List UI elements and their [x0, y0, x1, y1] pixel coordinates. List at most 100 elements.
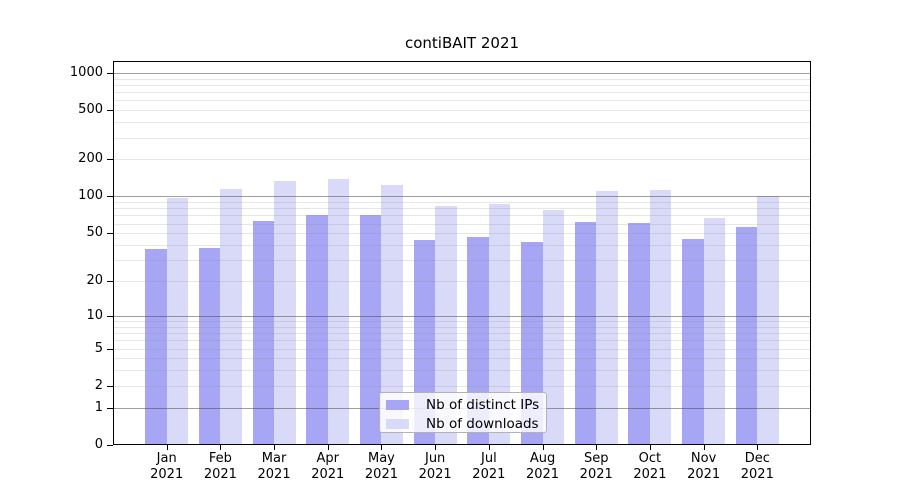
x-axis-tick-aug: [542, 445, 544, 450]
y-axis-tick-20: [107, 281, 113, 283]
x-axis-tick-label-oct: Oct 2021: [618, 451, 682, 483]
bar-distinct-ips-dec: [735, 227, 758, 444]
year-label: 2021: [203, 467, 237, 482]
bar-distinct-ips-sep: [574, 221, 597, 444]
bar-distinct-ips-feb: [198, 247, 221, 444]
gridline-minor-20: [114, 281, 810, 283]
y-axis-tick-label-2: 2: [94, 377, 103, 393]
y-axis-tick-label-10: 10: [86, 307, 103, 323]
gridline-1000: [114, 72, 810, 74]
gridline-minor-600: [114, 100, 810, 102]
gridline-minor-700: [114, 92, 810, 94]
gridline-minor-80: [114, 208, 810, 210]
month-label: Aug: [529, 451, 556, 466]
legend-swatch-downloads: [386, 419, 409, 429]
gridline-minor-3: [114, 370, 810, 372]
y-axis-tick-5: [107, 348, 113, 350]
x-axis-tick-may: [381, 445, 383, 450]
gridline-minor-6: [114, 340, 810, 342]
x-axis-tick-label-sep: Sep 2021: [564, 451, 628, 483]
gridline-minor-90: [114, 202, 810, 204]
year-label: 2021: [472, 467, 506, 482]
x-axis-tick-jan: [166, 445, 168, 450]
x-axis-tick-label-jun: Jun 2021: [403, 451, 467, 483]
x-axis-tick-label-nov: Nov 2021: [672, 451, 736, 483]
gridline-minor-40: [114, 245, 810, 246]
x-axis-tick-jul: [488, 445, 490, 450]
year-label: 2021: [150, 467, 184, 482]
gridline-minor-300: [114, 137, 810, 139]
year-label: 2021: [740, 467, 774, 482]
gridline-minor-2: [114, 385, 810, 387]
y-axis-tick-10: [107, 315, 113, 317]
bar-downloads-oct: [649, 189, 672, 444]
plot-area: [113, 61, 811, 445]
x-axis-tick-dec: [757, 445, 759, 450]
y-axis-tick-0: [107, 445, 113, 446]
y-axis-tick-1: [107, 407, 113, 409]
y-axis-tick-500: [107, 110, 113, 112]
legend-item: Nb of distinct IPs: [386, 397, 540, 413]
legend-label: Nb of downloads: [426, 416, 539, 432]
gridline-minor-60: [114, 223, 810, 225]
bar-downloads-jul: [488, 203, 511, 444]
gridline-minor-70: [114, 215, 810, 217]
bar-downloads-may: [381, 184, 403, 444]
month-label: Jan: [156, 451, 177, 466]
y-axis-tick-label-20: 20: [86, 273, 103, 289]
year-label: 2021: [525, 467, 560, 482]
y-axis-tick-2: [107, 385, 113, 387]
gridline-minor-9: [114, 321, 810, 322]
gridline-minor-7: [114, 333, 810, 335]
bar-distinct-ips-nov: [682, 238, 704, 444]
month-label: May: [368, 451, 395, 466]
month-label: Apr: [316, 451, 340, 466]
gridline-minor-900: [114, 78, 810, 80]
y-axis-tick-200: [107, 159, 113, 161]
gridline-minor-800: [114, 84, 810, 86]
year-label: 2021: [311, 467, 345, 482]
bar-downloads-sep: [596, 190, 618, 444]
bar-downloads-aug: [542, 210, 565, 444]
bar-downloads-apr: [327, 179, 350, 444]
legend: Nb of distinct IPs Nb of downloads: [379, 392, 547, 433]
bar-downloads-mar: [274, 180, 296, 444]
x-axis-tick-label-may: May 2021: [349, 451, 413, 483]
x-axis-tick-label-mar: Mar 2021: [242, 451, 306, 483]
legend-swatch-distinct-ips: [386, 400, 409, 410]
x-axis-tick-apr: [327, 445, 329, 450]
y-axis-tick-label-500: 500: [78, 102, 103, 118]
bar-downloads-dec: [757, 196, 779, 444]
month-label: Feb: [208, 451, 232, 466]
bar-distinct-ips-apr: [306, 214, 328, 444]
x-axis-tick-mar: [274, 445, 276, 450]
x-axis-tick-oct: [649, 445, 651, 450]
year-label: 2021: [418, 467, 452, 482]
year-label: 2021: [364, 467, 398, 482]
bar-distinct-ips-jan: [145, 249, 167, 444]
month-label: Nov: [690, 451, 717, 466]
gridline-minor-30: [114, 260, 810, 262]
y-axis-tick-label-1000: 1000: [69, 64, 103, 80]
bar-downloads-jan: [166, 198, 189, 444]
y-axis-tick-100: [107, 196, 113, 198]
gridline-minor-200: [114, 159, 810, 161]
gridline-minor-5: [114, 348, 810, 350]
bar-downloads-jun: [435, 205, 457, 444]
year-label: 2021: [687, 467, 721, 482]
x-axis-tick-nov: [703, 445, 705, 450]
x-axis-tick-label-jul: Jul 2021: [457, 451, 521, 483]
gridline-10: [114, 315, 810, 317]
bar-distinct-ips-may: [359, 214, 382, 444]
bar-downloads-feb: [220, 189, 242, 444]
x-axis-tick-feb: [220, 445, 222, 450]
gridline-100: [114, 196, 810, 198]
x-axis-tick-label-jan: Jan 2021: [135, 451, 199, 483]
x-axis-tick-jun: [435, 445, 437, 450]
gridline-minor-500: [114, 110, 810, 112]
x-axis-tick-label-apr: Apr 2021: [296, 451, 360, 483]
y-axis-tick-label-50: 50: [86, 225, 103, 241]
y-axis-tick-50: [107, 233, 113, 235]
chart-title: contiBAIT 2021: [404, 34, 520, 52]
